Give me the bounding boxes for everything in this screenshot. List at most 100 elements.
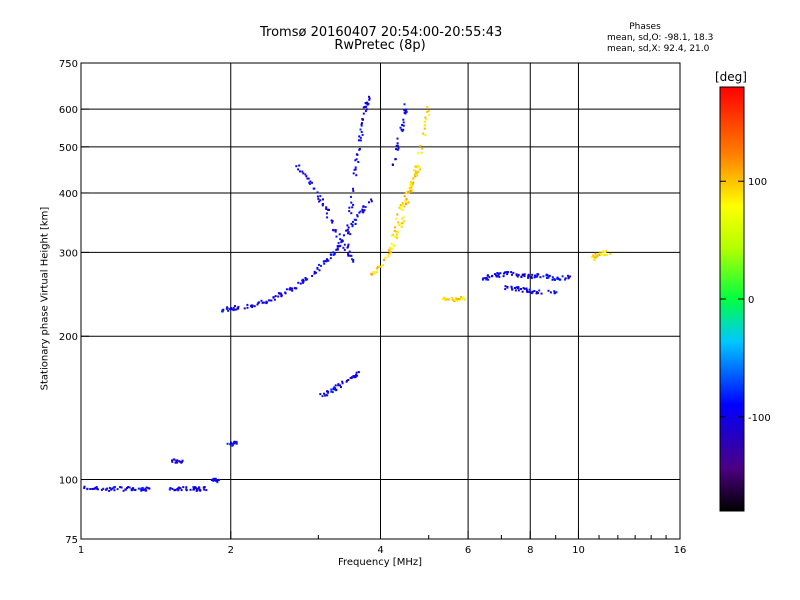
echo-point bbox=[547, 289, 550, 292]
echo-point bbox=[217, 479, 220, 482]
echo-point bbox=[396, 148, 399, 151]
echo-point bbox=[409, 187, 412, 190]
echo-point bbox=[351, 258, 353, 261]
echo-point bbox=[352, 203, 355, 206]
x-tick-label: 1 bbox=[78, 545, 84, 556]
echo-point bbox=[299, 170, 301, 173]
echo-point bbox=[171, 459, 173, 462]
echo-point bbox=[376, 268, 379, 271]
echo-point bbox=[272, 296, 275, 299]
echo-point bbox=[354, 168, 357, 171]
echo-point bbox=[235, 440, 238, 443]
echo-point bbox=[304, 173, 307, 176]
echo-point bbox=[594, 252, 597, 255]
echo-point bbox=[395, 144, 398, 147]
echo-point bbox=[234, 305, 236, 307]
echo-point bbox=[145, 486, 148, 489]
echo-point bbox=[376, 267, 379, 270]
echo-point bbox=[531, 273, 534, 276]
echo-point bbox=[362, 205, 365, 208]
echo-point bbox=[609, 253, 612, 255]
echo-point bbox=[362, 209, 365, 212]
echo-point bbox=[423, 120, 426, 123]
echo-point bbox=[257, 301, 260, 304]
echo-point bbox=[122, 489, 125, 492]
echo-point bbox=[354, 376, 357, 379]
echo-point bbox=[602, 254, 605, 257]
echo-point bbox=[340, 386, 342, 389]
echo-point bbox=[600, 250, 603, 253]
echo-point bbox=[402, 205, 405, 208]
echo-point bbox=[537, 273, 540, 276]
echo-point bbox=[359, 139, 362, 142]
echo-point bbox=[350, 254, 353, 257]
echo-point bbox=[120, 486, 123, 489]
echo-point bbox=[350, 201, 353, 204]
echo-point bbox=[360, 131, 363, 133]
echo-point bbox=[511, 273, 513, 276]
echo-point bbox=[394, 226, 396, 229]
chart-subtitle: RwPretec (8p) bbox=[334, 38, 426, 53]
echo-point bbox=[347, 232, 349, 235]
echo-point bbox=[379, 265, 382, 268]
echo-point bbox=[294, 287, 297, 290]
echo-point bbox=[333, 386, 336, 389]
echo-point bbox=[232, 309, 235, 312]
echo-point bbox=[148, 487, 151, 490]
echo-point bbox=[336, 247, 339, 250]
echo-point bbox=[86, 488, 89, 491]
echo-point bbox=[83, 485, 86, 488]
echo-point bbox=[405, 203, 407, 205]
echo-point bbox=[326, 390, 329, 393]
echo-point bbox=[393, 235, 396, 238]
echo-point bbox=[348, 250, 351, 253]
echo-point bbox=[531, 291, 534, 294]
echo-point bbox=[499, 272, 502, 275]
echo-point bbox=[308, 181, 311, 184]
echo-point bbox=[341, 382, 344, 385]
echo-point bbox=[495, 274, 497, 277]
echo-point bbox=[521, 290, 524, 293]
echo-point bbox=[318, 269, 321, 272]
echo-point bbox=[347, 226, 350, 229]
echo-point bbox=[525, 287, 528, 290]
echo-point bbox=[349, 254, 352, 257]
echo-point bbox=[407, 201, 410, 204]
echo-point bbox=[181, 459, 184, 462]
echo-point bbox=[116, 488, 119, 491]
echo-point bbox=[178, 486, 181, 489]
echo-point bbox=[506, 286, 509, 288]
echo-point bbox=[277, 292, 280, 295]
echo-point bbox=[403, 195, 406, 198]
echo-point bbox=[556, 276, 559, 279]
echo-point bbox=[390, 242, 393, 245]
echo-point bbox=[426, 110, 429, 113]
echo-point bbox=[205, 489, 208, 492]
echo-point bbox=[334, 230, 337, 233]
y-tick-label: 200 bbox=[59, 332, 78, 343]
echo-point bbox=[306, 177, 309, 180]
echo-point bbox=[498, 275, 501, 278]
echo-point bbox=[343, 234, 345, 237]
echo-point bbox=[522, 287, 525, 289]
echo-point bbox=[297, 281, 300, 284]
echo-point bbox=[232, 442, 235, 445]
echo-point bbox=[593, 258, 596, 261]
echo-point bbox=[526, 291, 529, 293]
echo-point bbox=[324, 394, 327, 397]
echo-point bbox=[319, 393, 322, 396]
echo-point bbox=[409, 182, 412, 185]
echo-point bbox=[427, 114, 430, 116]
echo-point bbox=[289, 286, 292, 289]
echo-point bbox=[128, 486, 131, 489]
echo-point bbox=[311, 275, 314, 277]
echo-point bbox=[214, 477, 217, 480]
echo-point bbox=[235, 308, 238, 311]
echo-point bbox=[403, 220, 406, 223]
echo-point bbox=[308, 182, 311, 185]
echo-point bbox=[417, 165, 420, 168]
echo-point bbox=[318, 263, 320, 266]
echo-point bbox=[347, 243, 350, 246]
echo-point bbox=[291, 289, 294, 292]
echo-point bbox=[192, 486, 195, 489]
